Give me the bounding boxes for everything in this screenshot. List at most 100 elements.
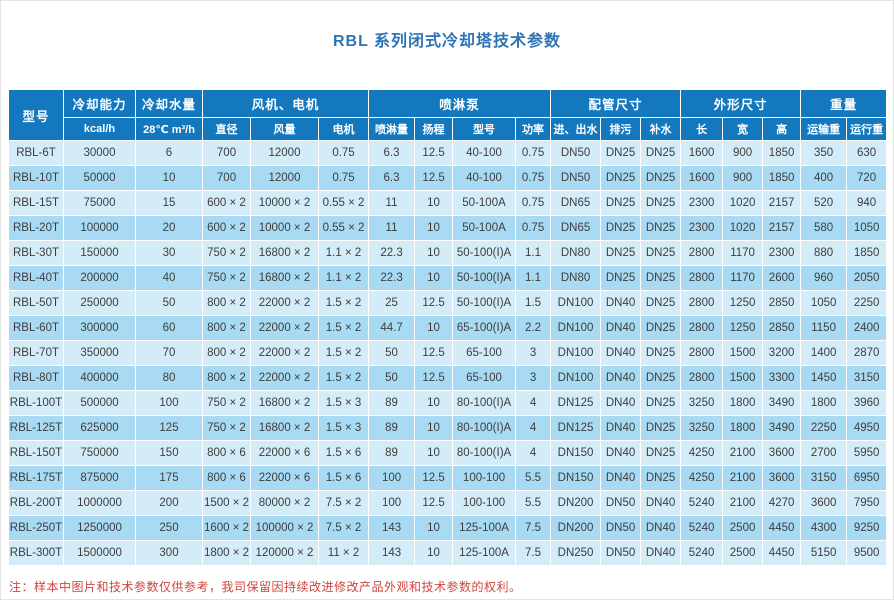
table-cell: DN25 <box>600 240 642 266</box>
table-cell: 100000 × 2 <box>250 515 319 541</box>
column-header-9: 进、出水 <box>550 117 602 141</box>
table-cell: DN65 <box>550 190 602 216</box>
table-row: RBL-15T 75000 15 600 × 2 10000 × 2 0.55 × 2 11… <box>8 190 888 216</box>
table-cell: 22.3 <box>368 240 416 266</box>
table-cell: 750000 <box>63 440 136 466</box>
table-cell: 1000000 <box>63 490 136 516</box>
column-header-model: 型号 <box>8 89 64 141</box>
table-cell: 143 <box>368 515 416 541</box>
table-cell: 880 <box>800 240 848 266</box>
table-cell: DN100 <box>550 340 602 366</box>
model-cell: RBL-15T <box>8 190 64 216</box>
table-cell: 50-100(I)A <box>452 290 517 316</box>
table-cell: 12000 <box>250 165 319 191</box>
table-cell: 2800 <box>680 290 724 316</box>
table-cell: DN65 <box>550 215 602 241</box>
table-cell: 120000 × 2 <box>250 540 319 566</box>
column-header-14: 高 <box>762 117 802 141</box>
table-cell: 2400 <box>846 315 888 341</box>
table-cell: 2100 <box>722 490 764 516</box>
table-cell: 1600 <box>680 165 724 191</box>
table-cell: 12.5 <box>414 140 454 166</box>
table-cell: 720 <box>846 165 888 191</box>
table-cell: 2800 <box>680 240 724 266</box>
table-cell: 22000 × 6 <box>250 440 319 466</box>
table-cell: 2800 <box>680 315 724 341</box>
table-cell: 12000 <box>250 140 319 166</box>
table-cell: DN200 <box>550 515 602 541</box>
table-cell: 12.5 <box>414 290 454 316</box>
table-cell: 0.75 <box>317 165 370 191</box>
table-cell: 4950 <box>846 415 888 441</box>
table-cell: 1250000 <box>63 515 136 541</box>
table-cell: 0.75 <box>515 140 552 166</box>
table-cell: 50 <box>135 290 203 316</box>
table-cell: 1050 <box>800 290 848 316</box>
model-cell: RBL-20T <box>8 215 64 241</box>
table-cell: 1850 <box>846 240 888 266</box>
table-cell: 800 × 2 <box>202 290 251 316</box>
table-cell: 2850 <box>762 290 802 316</box>
table-cell: 5950 <box>846 440 888 466</box>
table-cell: 750 × 2 <box>202 265 251 291</box>
table-cell: DN80 <box>550 240 602 266</box>
table-cell: 7950 <box>846 490 888 516</box>
table-cell: 89 <box>368 390 416 416</box>
table-cell: DN25 <box>600 140 642 166</box>
table-cell: 2250 <box>800 415 848 441</box>
table-cell: 4 <box>515 390 552 416</box>
model-cell: RBL-80T <box>8 365 64 391</box>
table-cell: 40-100 <box>452 140 517 166</box>
table-cell: 10 <box>414 515 454 541</box>
table-cell: 1400 <box>800 340 848 366</box>
table-cell: 0.75 <box>515 165 552 191</box>
table-cell: DN25 <box>640 265 682 291</box>
table-cell: DN25 <box>640 465 682 491</box>
table-cell: 1250 <box>722 315 764 341</box>
table-cell: 100-100 <box>452 465 517 491</box>
table-cell: 30000 <box>63 140 136 166</box>
model-cell: RBL-40T <box>8 265 64 291</box>
table-cell: DN25 <box>640 140 682 166</box>
table-cell: 100000 <box>63 215 136 241</box>
table-cell: 1250 <box>722 290 764 316</box>
table-cell: 50-100(I)A <box>452 265 517 291</box>
table-cell: DN50 <box>550 140 602 166</box>
table-cell: 2250 <box>846 290 888 316</box>
table-cell: 350 <box>800 140 848 166</box>
table-cell: 2157 <box>762 215 802 241</box>
table-cell: 4270 <box>762 490 802 516</box>
table-cell: 80000 × 2 <box>250 490 319 516</box>
table-row: RBL-6T 30000 6 700 12000 0.75 6.3 12.5 40-100 0.7… <box>8 140 888 166</box>
table-cell: DN25 <box>640 440 682 466</box>
table-cell: 300 <box>135 540 203 566</box>
table-cell: DN40 <box>640 515 682 541</box>
table-cell: 3600 <box>762 440 802 466</box>
table-cell: 1800 <box>722 390 764 416</box>
column-group-header-1: 冷却水量 <box>135 89 203 118</box>
table-cell: 100-100 <box>452 490 517 516</box>
table-cell: 0.75 <box>515 215 552 241</box>
table-cell: 100 <box>368 465 416 491</box>
table-cell: DN40 <box>640 540 682 566</box>
table-cell: 4450 <box>762 540 802 566</box>
model-cell: RBL-60T <box>8 315 64 341</box>
table-cell: 350000 <box>63 340 136 366</box>
table-cell: DN200 <box>550 490 602 516</box>
column-header-10: 排污 <box>600 117 642 141</box>
table-cell: 200000 <box>63 265 136 291</box>
table-cell: 12.5 <box>414 365 454 391</box>
table-cell: 1170 <box>722 240 764 266</box>
table-cell: 50 <box>368 340 416 366</box>
table-cell: 1.1 × 2 <box>317 240 370 266</box>
table-cell: 2300 <box>762 240 802 266</box>
table-cell: 5.5 <box>515 490 552 516</box>
table-cell: 16800 × 2 <box>250 265 319 291</box>
table-cell: 400 <box>800 165 848 191</box>
table-cell: 875000 <box>63 465 136 491</box>
table-cell: 100 <box>368 490 416 516</box>
table-cell: 2.2 <box>515 315 552 341</box>
table-cell: 4300 <box>800 515 848 541</box>
column-header-15: 运输重 <box>800 117 848 141</box>
